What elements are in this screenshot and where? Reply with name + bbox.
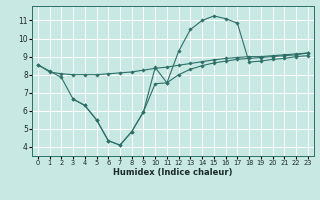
X-axis label: Humidex (Indice chaleur): Humidex (Indice chaleur)	[113, 168, 233, 177]
